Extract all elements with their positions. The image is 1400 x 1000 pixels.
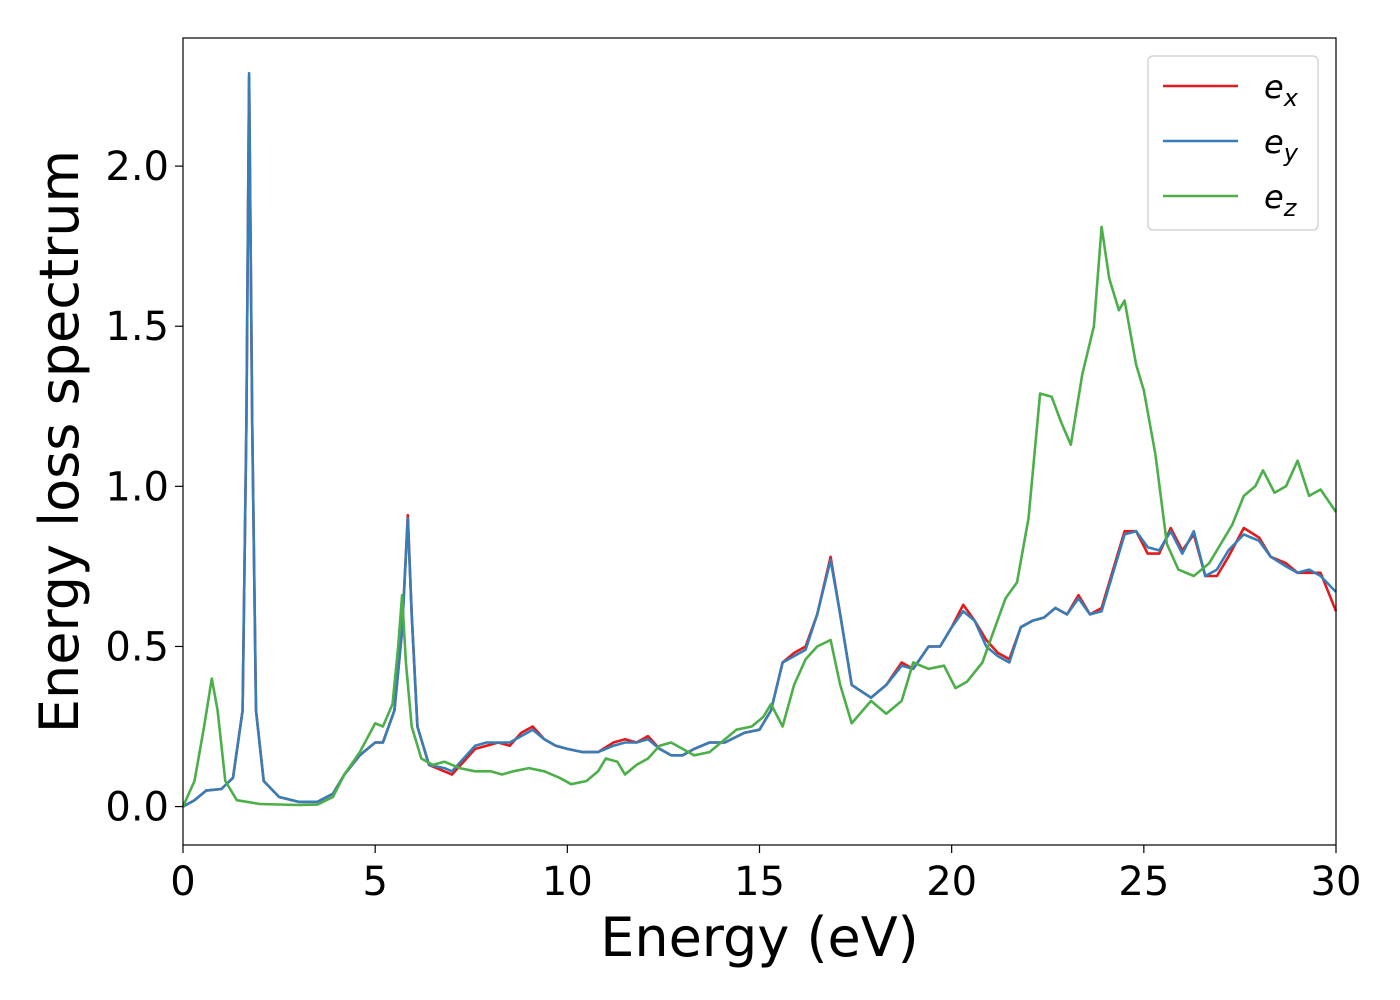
y-tick-label: 0.5 [105,624,169,670]
legend-label-ey: ey [1264,123,1299,167]
x-tick-label: 20 [926,859,977,905]
x-axis-ticks: 0 5 10 15 20 25 30 [170,845,1361,905]
series-line-ez [181,225,1338,808]
x-tick-label: 5 [362,859,387,905]
x-tick-label: 10 [542,859,593,905]
legend-label-subscript: y [1283,139,1299,167]
series-layer [181,71,1338,808]
x-tick-label: 30 [1311,859,1362,905]
x-tick-label: 15 [734,859,785,905]
y-tick-label: 0.0 [105,785,169,831]
y-tick-label: 2.0 [105,144,169,190]
legend-label-name: e [1264,123,1284,161]
y-axis-ticks: 0.0 0.5 1.0 1.5 2.0 [105,144,183,831]
legend-box [1147,55,1319,231]
y-tick-label: 1.5 [105,304,169,350]
y-axis-title: Energy loss spectrum [28,150,91,733]
legend-label-subscript: x [1283,84,1299,112]
x-tick-label: 25 [1118,859,1169,905]
legend-label-name: e [1264,68,1284,106]
y-tick-label: 1.0 [105,464,169,510]
x-axis-title: Energy (eV) [600,906,919,969]
legend-label-ez: ez [1264,178,1298,222]
x-tick-label: 0 [170,859,195,905]
legend-label-ex: ex [1264,68,1299,112]
series-line-ey [182,71,1337,808]
legend-label-name: e [1264,178,1284,216]
legend-label-subscript: z [1283,194,1298,222]
